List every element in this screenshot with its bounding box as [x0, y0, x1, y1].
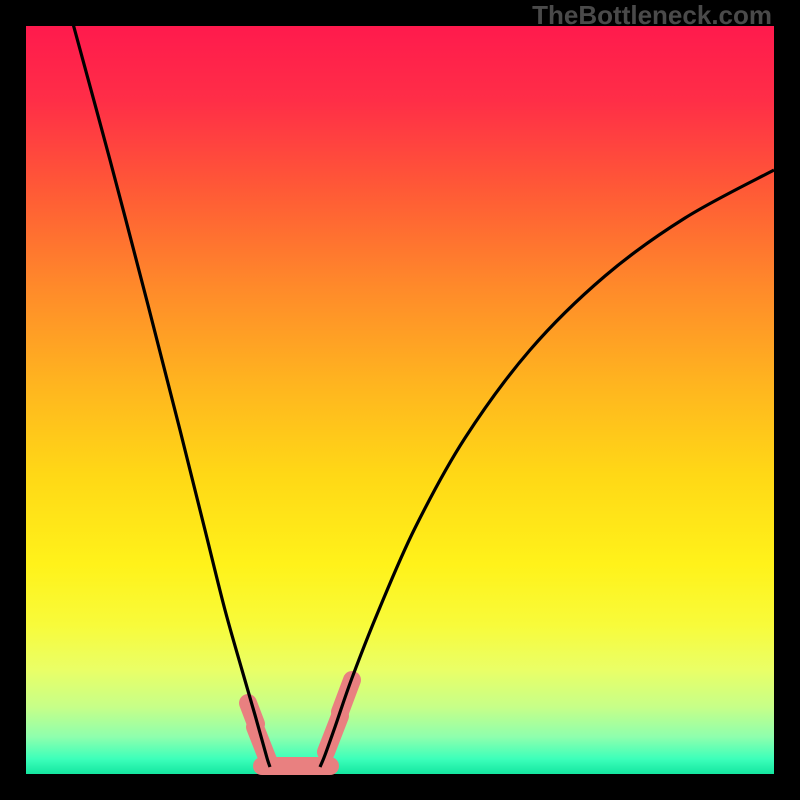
watermark-text: TheBottleneck.com [532, 0, 772, 31]
left-curve [72, 20, 270, 767]
right-curve [320, 170, 774, 767]
chart-svg [0, 0, 800, 800]
